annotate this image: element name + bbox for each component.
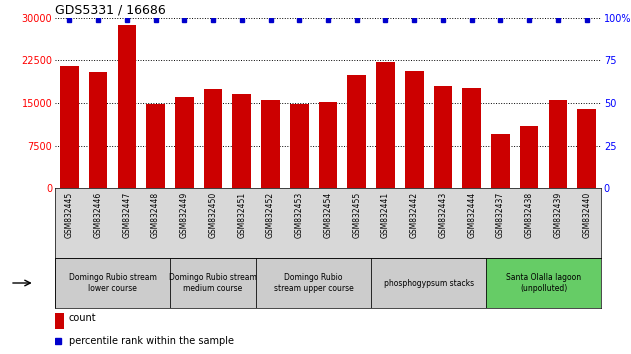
Bar: [117, 25, 136, 188]
Bar: [520, 126, 538, 188]
Text: GSM832442: GSM832442: [410, 192, 419, 238]
Text: Domingo Rubio stream
medium course: Domingo Rubio stream medium course: [169, 273, 257, 293]
Text: Domingo Rubio stream
lower course: Domingo Rubio stream lower course: [69, 273, 156, 293]
Bar: [405, 71, 423, 188]
Bar: [175, 97, 194, 188]
Bar: [55, 313, 64, 329]
Bar: [146, 104, 165, 188]
Text: GSM832449: GSM832449: [180, 192, 189, 238]
Bar: [371, 258, 486, 308]
Bar: [60, 66, 79, 188]
Text: GSM832445: GSM832445: [65, 192, 74, 238]
Text: GSM832447: GSM832447: [122, 192, 131, 238]
Text: GSM832443: GSM832443: [439, 192, 447, 238]
Bar: [290, 104, 309, 188]
Text: GSM832446: GSM832446: [93, 192, 103, 238]
Bar: [433, 86, 452, 188]
Bar: [204, 89, 222, 188]
Text: Domingo Rubio
stream upper course: Domingo Rubio stream upper course: [274, 273, 353, 293]
Bar: [491, 134, 510, 188]
Text: count: count: [69, 313, 97, 323]
Bar: [55, 258, 170, 308]
Text: GSM832437: GSM832437: [496, 192, 505, 238]
Text: Santa Olalla lagoon
(unpolluted): Santa Olalla lagoon (unpolluted): [506, 273, 581, 293]
Text: GSM832448: GSM832448: [151, 192, 160, 238]
Text: GSM832451: GSM832451: [237, 192, 246, 238]
Text: phosphogypsum stacks: phosphogypsum stacks: [384, 279, 474, 287]
Bar: [232, 94, 251, 188]
Bar: [548, 99, 567, 188]
Bar: [89, 72, 107, 188]
Text: GDS5331 / 16686: GDS5331 / 16686: [55, 4, 166, 17]
Text: GSM832454: GSM832454: [324, 192, 333, 238]
Bar: [319, 102, 338, 188]
Text: GSM832450: GSM832450: [209, 192, 218, 238]
Text: GSM832452: GSM832452: [266, 192, 275, 238]
Bar: [376, 62, 395, 188]
Bar: [463, 88, 481, 188]
Text: percentile rank within the sample: percentile rank within the sample: [69, 336, 233, 346]
Bar: [577, 109, 596, 188]
Text: GSM832453: GSM832453: [295, 192, 304, 238]
Bar: [486, 258, 601, 308]
Text: GSM832438: GSM832438: [524, 192, 534, 238]
Text: GSM832455: GSM832455: [352, 192, 361, 238]
Text: GSM832441: GSM832441: [381, 192, 390, 238]
Bar: [170, 258, 256, 308]
Text: GSM832439: GSM832439: [553, 192, 562, 238]
Text: GSM832444: GSM832444: [467, 192, 476, 238]
Bar: [261, 100, 280, 188]
Bar: [256, 258, 371, 308]
Bar: [348, 75, 366, 188]
Text: GSM832440: GSM832440: [582, 192, 591, 238]
